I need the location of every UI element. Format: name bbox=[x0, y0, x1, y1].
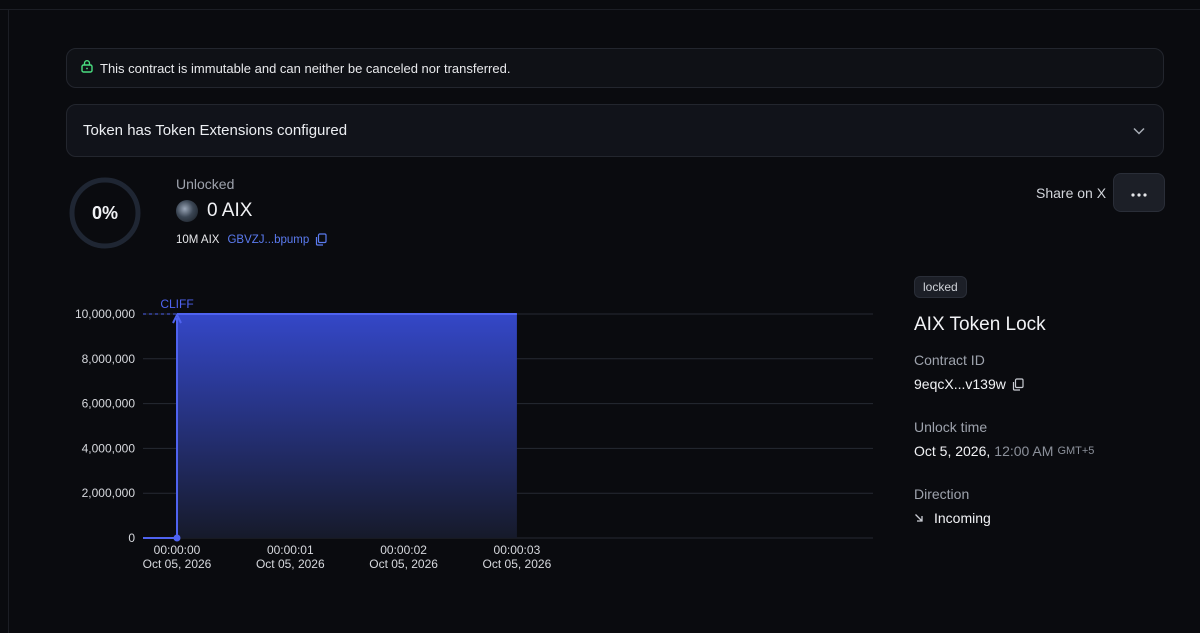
copy-contract-icon[interactable] bbox=[1012, 377, 1024, 391]
unlock-time-row: Oct 5, 2026, 12:00 AM GMT+5 bbox=[914, 443, 1094, 459]
cliff-arrowhead bbox=[172, 312, 182, 324]
chevron-down-icon[interactable] bbox=[1133, 122, 1145, 140]
left-divider bbox=[8, 9, 9, 633]
direction-row: Incoming bbox=[914, 510, 991, 526]
x-tick-date: Oct 05, 2026 bbox=[143, 557, 212, 571]
unlock-schedule-chart: 10,000,000 8,000,000 6,000,000 4,000,000 2,0… bbox=[75, 297, 873, 571]
unlocked-label: Unlocked bbox=[176, 176, 235, 192]
unlocked-amount: 0 AIX bbox=[207, 200, 253, 221]
contract-id-label: Contract ID bbox=[914, 352, 985, 368]
immutable-banner: This contract is immutable and can neith… bbox=[66, 48, 1164, 88]
arrow-down-right-icon bbox=[914, 513, 924, 523]
x-tick-time: 00:00:02 bbox=[380, 543, 427, 557]
x-tick-time: 00:00:00 bbox=[154, 543, 201, 557]
direction-label: Direction bbox=[914, 486, 970, 502]
token-info-row: 10M AIX GBVZJ...bpump bbox=[176, 233, 327, 246]
unlock-clock: 12:00 AM bbox=[994, 443, 1054, 459]
top-divider bbox=[0, 9, 1200, 10]
unlock-progress-ring bbox=[69, 177, 141, 249]
contract-id-row: 9eqcX...v139w bbox=[914, 376, 1024, 392]
y-tick-label: 0 bbox=[128, 531, 135, 545]
unlock-timezone: GMT+5 bbox=[1057, 445, 1095, 457]
x-tick-time: 00:00:01 bbox=[267, 543, 314, 557]
x-tick-date: Oct 05, 2026 bbox=[483, 557, 552, 571]
unlock-time-label: Unlock time bbox=[914, 419, 988, 435]
copy-icon[interactable] bbox=[315, 233, 327, 246]
x-tick-date: Oct 05, 2026 bbox=[369, 557, 438, 571]
unlocked-amount-row: 0 AIX bbox=[176, 200, 252, 222]
token-extensions-title: Token has Token Extensions configured bbox=[83, 122, 348, 139]
lock-icon bbox=[80, 59, 94, 78]
banner-text: This contract is immutable and can neith… bbox=[100, 60, 511, 76]
token-extensions-accordion[interactable]: Token has Token Extensions configured bbox=[66, 104, 1164, 157]
token-avatar bbox=[176, 200, 198, 222]
unlock-percent: 0% bbox=[91, 202, 118, 223]
mint-address-link[interactable]: GBVZJ...bpump bbox=[227, 233, 310, 246]
unlock-date: Oct 5, 2026, bbox=[914, 443, 991, 459]
more-options-button[interactable] bbox=[1113, 173, 1165, 212]
more-horizontal-icon bbox=[1130, 184, 1148, 202]
token-supply: 10M AIX bbox=[176, 233, 220, 246]
area-fill bbox=[177, 314, 517, 538]
y-tick-label: 10,000,000 bbox=[75, 307, 135, 321]
status-badge: locked bbox=[914, 276, 967, 298]
y-tick-label: 2,000,000 bbox=[82, 486, 136, 500]
x-tick-date: Oct 05, 2026 bbox=[256, 557, 325, 571]
lock-title: AIX Token Lock bbox=[914, 314, 1046, 335]
share-on-x-button[interactable]: Share on X bbox=[1036, 185, 1107, 201]
start-point bbox=[173, 534, 181, 542]
y-tick-label: 8,000,000 bbox=[82, 352, 136, 366]
contract-id-value: 9eqcX...v139w bbox=[914, 376, 1006, 392]
y-tick-label: 6,000,000 bbox=[82, 397, 136, 411]
y-tick-label: 4,000,000 bbox=[82, 441, 136, 455]
cliff-label: CLIFF bbox=[160, 297, 193, 311]
x-tick-time: 00:00:03 bbox=[494, 543, 541, 557]
direction-value: Incoming bbox=[934, 510, 991, 526]
